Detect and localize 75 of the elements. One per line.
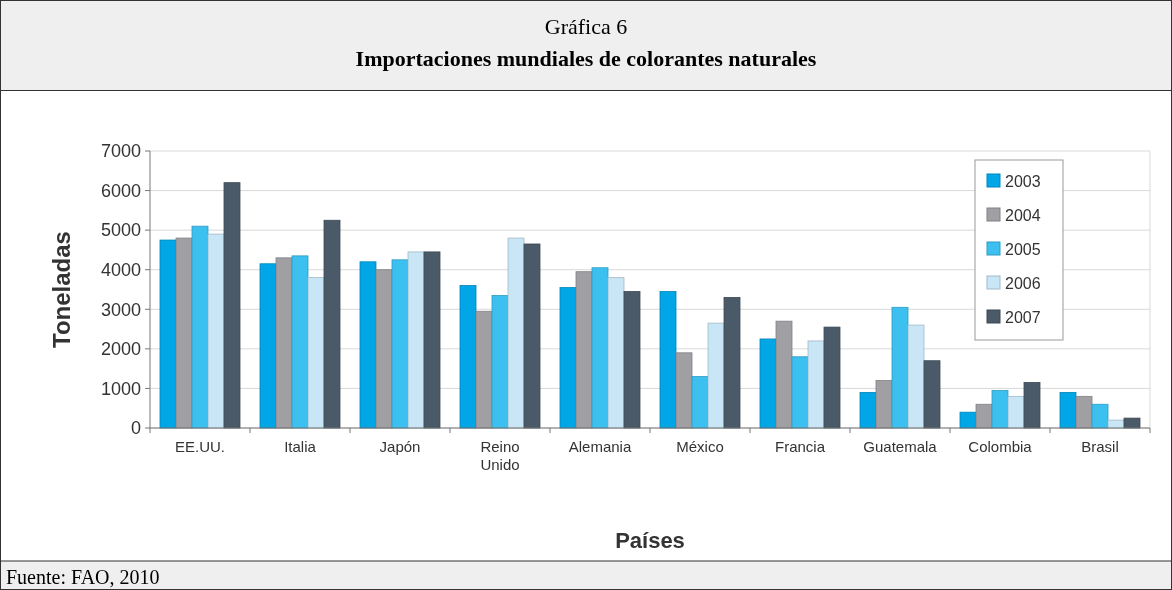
x-tick-label: Japón: [379, 438, 421, 455]
y-tick-label: 6000: [100, 180, 141, 201]
bar: [175, 237, 193, 429]
source-note: Fuente: FAO, 2010: [6, 566, 160, 588]
x-axis-title: Países: [615, 528, 685, 553]
bar: [423, 251, 441, 429]
x-tick-label: EE.UU.: [174, 438, 226, 455]
bar: [675, 352, 693, 429]
bar: [475, 310, 493, 429]
bar: [1023, 382, 1041, 429]
bar: [207, 233, 225, 429]
y-axis-title: Toneladas: [48, 231, 75, 348]
bar: [391, 259, 409, 429]
x-tick-label: Francia: [774, 438, 826, 455]
chart-subtitle: Importaciones mundiales de colorantes naturales: [355, 46, 817, 71]
bar: [691, 376, 709, 429]
bar: [459, 285, 477, 429]
y-tick-label: 2000: [100, 339, 141, 360]
bar: [923, 360, 941, 429]
y-tick-label: 1000: [100, 378, 141, 399]
bar: [259, 263, 277, 429]
bar: [707, 322, 725, 429]
bar: [591, 267, 609, 429]
x-tick-label: Guatemala: [863, 438, 938, 455]
x-tick-label: Reino Unido: [480, 438, 520, 473]
bar: [575, 271, 593, 429]
bar: [1091, 403, 1109, 429]
bar: [891, 306, 909, 429]
y-tick-label: 0: [130, 418, 141, 439]
y-tick-label: 5000: [100, 220, 141, 241]
bar: [623, 291, 641, 429]
bar: [659, 291, 677, 429]
bar: [307, 277, 325, 429]
legend-label: 2006: [1005, 274, 1041, 292]
bar: [523, 243, 541, 429]
bar: [275, 257, 293, 429]
bar: [1075, 395, 1093, 429]
bar: [807, 340, 825, 429]
bar: [159, 239, 177, 429]
bar: [507, 237, 525, 429]
x-tick-label: Colombia: [968, 438, 1033, 455]
bar: [375, 269, 393, 429]
x-tick-label: Alemania: [568, 438, 632, 455]
y-tick-label: 7000: [100, 141, 141, 162]
bar: [859, 391, 877, 429]
bar: [723, 297, 741, 429]
legend-label: 2004: [1005, 206, 1041, 224]
x-tick-label: México: [676, 438, 724, 455]
bar: [323, 219, 341, 429]
bar: [991, 390, 1009, 429]
bar: [759, 338, 777, 429]
y-tick-label: 3000: [100, 299, 141, 320]
y-tick-label: 4000: [100, 260, 141, 281]
bar: [775, 320, 793, 429]
bar: [823, 326, 841, 429]
bar: [791, 356, 809, 429]
bar: [907, 324, 925, 429]
bar: [1059, 391, 1077, 429]
bar: [1007, 395, 1025, 429]
x-tick-label: Brasil: [1081, 438, 1119, 455]
legend-label: 2005: [1005, 240, 1041, 258]
bar: [223, 182, 241, 429]
bar: [559, 287, 577, 429]
bar: [1123, 417, 1141, 429]
bar: [607, 277, 625, 429]
legend-label: 2003: [1005, 172, 1041, 190]
chart-title: Gráfica 6: [544, 14, 628, 39]
bar: [359, 261, 377, 429]
bar: [491, 295, 509, 429]
x-tick-label: Italia: [284, 438, 317, 455]
bar: [291, 255, 309, 429]
bar: [191, 225, 209, 429]
legend-label: 2007: [1005, 308, 1041, 326]
bar: [407, 251, 425, 429]
bar: [875, 380, 893, 429]
